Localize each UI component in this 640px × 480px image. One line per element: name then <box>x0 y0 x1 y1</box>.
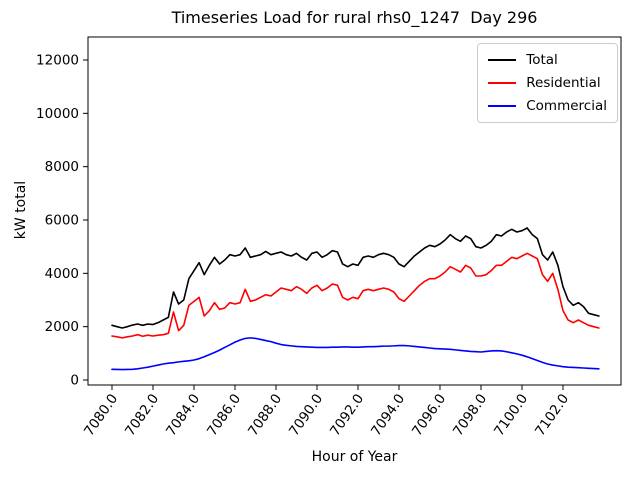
y-tick-label: 4000 <box>45 266 79 282</box>
chart-title: Timeseries Load for rural rhs0_1247 Day … <box>171 8 538 27</box>
legend: Total Residential Commercial <box>477 43 618 123</box>
axes-frame <box>87 36 622 386</box>
x-tick-label: 7088.0 <box>245 391 285 439</box>
series-line-commercial <box>111 337 600 371</box>
y-axis-label: kW total <box>13 180 29 240</box>
residential-line-swatch <box>488 82 517 84</box>
legend-entry-total: Total <box>488 52 607 68</box>
x-tick-label: 7098.0 <box>450 391 490 439</box>
x-tick-label: 7082.0 <box>122 391 162 439</box>
x-tick-label: 7084.0 <box>163 391 203 439</box>
y-tick-label: 2000 <box>45 319 79 335</box>
y-tick-label: 12000 <box>36 53 79 69</box>
legend-label-residential: Residential <box>526 75 601 91</box>
commercial-line-swatch <box>488 105 517 107</box>
y-tick-label: 8000 <box>45 159 79 175</box>
x-tick-label: 7080.0 <box>81 391 121 439</box>
y-tick-label: 0 <box>70 373 79 389</box>
x-tick-label: 7086.0 <box>204 391 244 439</box>
x-tick-label: 7096.0 <box>409 391 449 439</box>
legend-label-total: Total <box>526 52 558 68</box>
x-tick-label: 7100.0 <box>491 391 531 439</box>
legend-entry-commercial: Commercial <box>488 98 607 114</box>
x-axis-label: Hour of Year <box>311 449 398 465</box>
y-tick-label: 6000 <box>45 213 79 229</box>
total-line-swatch <box>488 59 517 61</box>
x-tick-label: 7094.0 <box>368 391 408 439</box>
series-line-total <box>111 227 600 329</box>
legend-entry-residential: Residential <box>488 75 607 91</box>
x-tick-label: 7092.0 <box>327 391 367 439</box>
x-tick-label: 7090.0 <box>286 391 326 439</box>
x-tick-label: 7102.0 <box>532 391 572 439</box>
series-line-residential <box>111 252 600 339</box>
y-tick-label: 10000 <box>36 106 79 122</box>
legend-label-commercial: Commercial <box>526 98 607 114</box>
